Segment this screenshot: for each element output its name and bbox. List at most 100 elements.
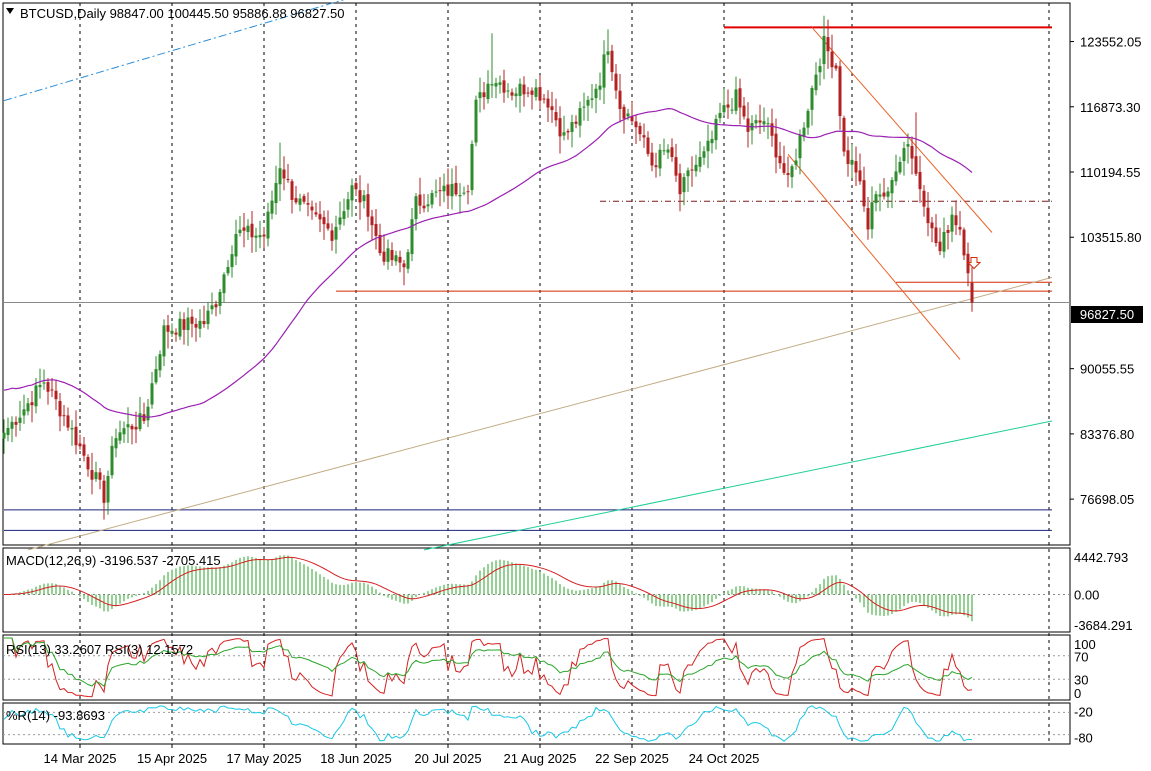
candle-body xyxy=(910,146,914,159)
rsi-label: RSI(13) 33.2607 RSI(3) 12.1572 xyxy=(6,642,193,657)
candle-body xyxy=(786,173,790,176)
candle-body xyxy=(390,250,394,261)
candle-body xyxy=(554,112,558,121)
candle-body xyxy=(466,191,470,193)
macd-label: MACD(12,26,9) -3196.537 -2705.415 xyxy=(6,553,221,568)
candle-body xyxy=(218,292,222,306)
rsi-3-line xyxy=(4,637,973,698)
pane-frame xyxy=(2,547,1071,633)
candle-body xyxy=(890,180,894,194)
candle-body xyxy=(338,217,342,225)
triangle-down-icon[interactable] xyxy=(6,8,14,14)
x-tick-label: 22 Sep 2025 xyxy=(595,751,669,766)
chart-overlays-back xyxy=(3,0,1070,551)
candle-body xyxy=(238,229,242,234)
candle-body xyxy=(834,65,838,69)
current-price-label: 96827.50 xyxy=(1071,306,1143,323)
candle-body xyxy=(290,181,294,200)
candle-body xyxy=(302,196,306,202)
candle-body xyxy=(6,427,10,435)
candle-body xyxy=(810,87,814,110)
candle-body xyxy=(78,443,82,447)
candle-body xyxy=(270,200,274,214)
candle-body xyxy=(722,105,726,113)
candle-body xyxy=(954,215,958,226)
candle-body xyxy=(282,169,286,179)
candle-body xyxy=(190,316,194,324)
candle-body xyxy=(210,305,214,310)
candle-body xyxy=(406,252,410,269)
candle-body xyxy=(610,50,614,73)
candle-body xyxy=(806,110,810,128)
candle-body xyxy=(754,120,758,124)
candle-body xyxy=(506,90,510,92)
candle-body xyxy=(650,152,654,166)
candle-body xyxy=(334,226,338,240)
candle-body xyxy=(926,207,930,224)
candle-body xyxy=(778,155,782,164)
candle-body xyxy=(766,123,770,125)
candle-body xyxy=(574,121,578,124)
candle-body xyxy=(794,160,798,165)
candle-body xyxy=(826,37,830,52)
candle-body xyxy=(310,206,314,211)
candle-body xyxy=(570,122,574,132)
candle-body xyxy=(298,198,302,205)
candle-body xyxy=(514,93,518,97)
candle-body xyxy=(486,83,490,100)
candle-body xyxy=(630,115,634,122)
channel-upper-line xyxy=(811,27,993,233)
y-tick-label: 103515.80 xyxy=(1080,230,1141,245)
candle-body xyxy=(830,51,834,68)
candle-body xyxy=(950,214,954,232)
candle-body xyxy=(254,235,258,238)
candle-body xyxy=(914,156,918,174)
candle-body xyxy=(450,183,454,197)
candle-body xyxy=(898,161,902,173)
candle-body xyxy=(170,330,174,334)
channel-lower-line xyxy=(787,154,961,360)
candle-body xyxy=(582,106,586,108)
candle-body xyxy=(894,171,898,182)
candle-body xyxy=(906,144,910,147)
candle-body xyxy=(110,445,114,476)
candle-body xyxy=(762,121,766,125)
candle-body xyxy=(70,428,74,430)
candle-body xyxy=(234,234,238,257)
candle-body xyxy=(634,121,638,128)
williams-r-pane xyxy=(3,705,1070,742)
candle-body xyxy=(614,73,618,91)
candle-body xyxy=(746,118,750,132)
candle-body xyxy=(106,475,110,503)
candle-body xyxy=(846,150,850,164)
candle-body xyxy=(454,182,458,195)
candle-body xyxy=(206,310,210,325)
candle-body xyxy=(698,156,702,167)
x-tick-label: 15 Apr 2025 xyxy=(137,751,207,766)
candle-body xyxy=(482,92,486,98)
macd-pane xyxy=(3,555,1070,622)
candle-body xyxy=(414,196,418,220)
candle-body xyxy=(518,83,522,96)
candle-body xyxy=(158,354,162,371)
candle-body xyxy=(418,194,422,206)
candle-body xyxy=(50,389,54,391)
candle-body xyxy=(246,225,250,233)
candle-body xyxy=(442,185,446,192)
candle-body xyxy=(182,319,186,330)
candle-body xyxy=(966,253,970,274)
candle-body xyxy=(590,98,594,100)
candle-body xyxy=(578,108,582,126)
candle-body xyxy=(430,193,434,205)
candle-body xyxy=(802,127,806,138)
candle-body xyxy=(542,98,546,100)
pane-frames xyxy=(2,2,1071,745)
candle-body xyxy=(718,112,722,119)
candle-body xyxy=(662,150,666,152)
candle-body xyxy=(46,382,50,392)
candle-body xyxy=(586,99,590,106)
candle-body xyxy=(34,385,38,407)
candle-body xyxy=(22,409,26,416)
candle-body xyxy=(606,51,610,55)
